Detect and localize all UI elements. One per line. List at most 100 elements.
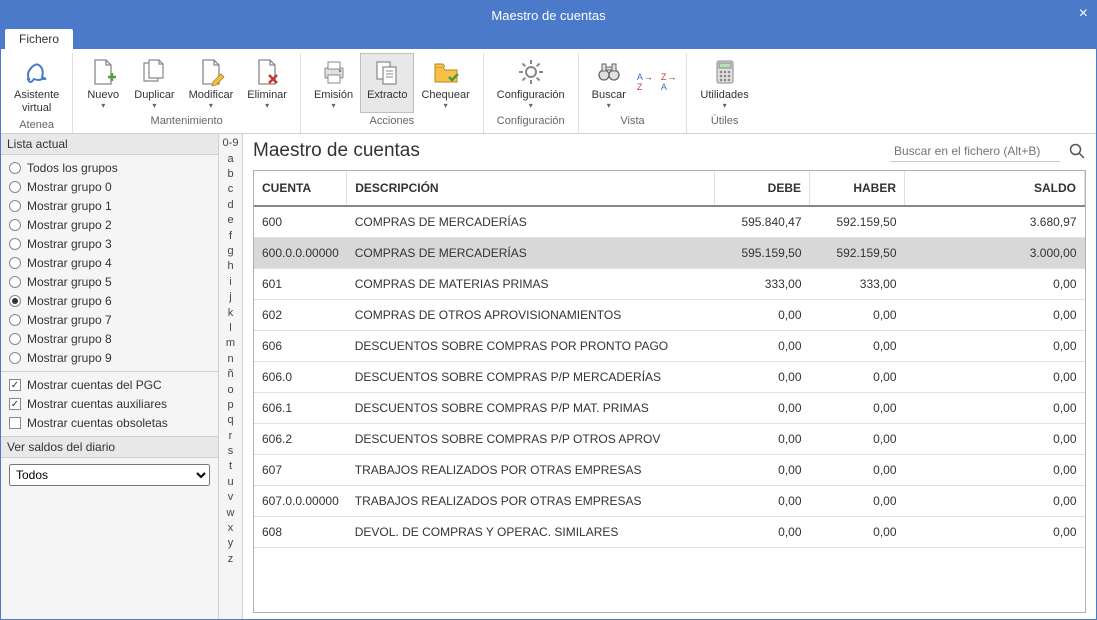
- radio-option[interactable]: Mostrar grupo 8: [9, 332, 210, 346]
- extracto-button[interactable]: Extracto: [360, 53, 414, 113]
- alpha-k[interactable]: k: [228, 306, 234, 321]
- sort-asc-button[interactable]: A→ Z: [633, 53, 657, 113]
- alpha-ñ[interactable]: ñ: [227, 367, 233, 382]
- radio-dot: [9, 219, 21, 231]
- ribbon-group-configuracion: Configuración ▾ Configuración: [484, 53, 579, 133]
- alpha-h[interactable]: h: [227, 259, 233, 274]
- search-input[interactable]: [890, 141, 1060, 162]
- table-row[interactable]: 600.0.0.00000COMPRAS DE MERCADERÍAS595.1…: [254, 238, 1085, 269]
- table-row[interactable]: 606DESCUENTOS SOBRE COMPRAS POR PRONTO P…: [254, 331, 1085, 362]
- cell-cuenta: 606: [254, 331, 347, 362]
- radio-option[interactable]: Mostrar grupo 2: [9, 218, 210, 232]
- alpha-i[interactable]: i: [229, 275, 231, 290]
- chevron-down-icon: ▾: [332, 101, 336, 110]
- alpha-w[interactable]: w: [227, 506, 235, 521]
- asistente-virtual-button[interactable]: Asistentevirtual: [7, 53, 66, 117]
- alpha-v[interactable]: v: [228, 490, 234, 505]
- alpha-c[interactable]: c: [228, 182, 234, 197]
- radio-option[interactable]: Mostrar grupo 5: [9, 275, 210, 289]
- cell-cuenta: 607: [254, 455, 347, 486]
- table-row[interactable]: 602COMPRAS DE OTROS APROVISIONAMIENTOS0,…: [254, 300, 1085, 331]
- emision-button[interactable]: Emisión ▾: [307, 53, 360, 113]
- radio-dot: [9, 257, 21, 269]
- cell-haber: 0,00: [810, 393, 905, 424]
- tab-fichero[interactable]: Fichero: [5, 29, 73, 49]
- sort-desc-button[interactable]: Z→ A: [657, 53, 681, 113]
- alpha-g[interactable]: g: [227, 244, 233, 259]
- buscar-button[interactable]: Buscar ▾: [585, 53, 633, 113]
- cell-desc: DESCUENTOS SOBRE COMPRAS P/P MERCADERÍAS: [347, 362, 715, 393]
- col-saldo[interactable]: SALDO: [905, 171, 1085, 206]
- cell-haber: 333,00: [810, 269, 905, 300]
- ribbon-group-acciones: Emisión ▾ Extracto Chequear ▾ Acciones: [301, 53, 484, 133]
- alpha-x[interactable]: x: [228, 521, 234, 536]
- radio-dot: [9, 238, 21, 250]
- table-row[interactable]: 608DEVOL. DE COMPRAS Y OPERAC. SIMILARES…: [254, 517, 1085, 548]
- ribbon-tabbar: Fichero: [1, 29, 1096, 49]
- radio-option[interactable]: Mostrar grupo 9: [9, 351, 210, 365]
- radio-option[interactable]: Mostrar grupo 3: [9, 237, 210, 251]
- alpha-a[interactable]: a: [227, 152, 233, 167]
- diario-select[interactable]: Todos: [9, 464, 210, 486]
- table-row[interactable]: 601COMPRAS DE MATERIAS PRIMAS333,00333,0…: [254, 269, 1085, 300]
- alpha-u[interactable]: u: [227, 475, 233, 490]
- radio-dot: [9, 295, 21, 307]
- table-row[interactable]: 607TRABAJOS REALIZADOS POR OTRAS EMPRESA…: [254, 455, 1085, 486]
- alpha-0-9[interactable]: 0-9: [223, 136, 239, 151]
- duplicar-button[interactable]: Duplicar ▾: [127, 53, 181, 113]
- eliminar-button[interactable]: Eliminar ▾: [240, 53, 294, 113]
- col-debe[interactable]: DEBE: [715, 171, 810, 206]
- alpha-b[interactable]: b: [227, 167, 233, 182]
- utilidades-button[interactable]: Utilidades ▾: [693, 53, 755, 113]
- main-panel: Maestro de cuentas CUENTA DESCRIPCIÓN DE…: [243, 134, 1096, 619]
- radio-option[interactable]: Mostrar grupo 1: [9, 199, 210, 213]
- radio-option[interactable]: Mostrar grupo 7: [9, 313, 210, 327]
- table-row[interactable]: 606.1DESCUENTOS SOBRE COMPRAS P/P MAT. P…: [254, 393, 1085, 424]
- modificar-button[interactable]: Modificar ▾: [182, 53, 241, 113]
- check-option[interactable]: Mostrar cuentas obsoletas: [9, 416, 210, 430]
- alpha-d[interactable]: d: [227, 198, 233, 213]
- alpha-f[interactable]: f: [229, 229, 232, 244]
- alpha-s[interactable]: s: [228, 444, 234, 459]
- table-row[interactable]: 606.2DESCUENTOS SOBRE COMPRAS P/P OTROS …: [254, 424, 1085, 455]
- radio-option[interactable]: Todos los grupos: [9, 161, 210, 175]
- chequear-button[interactable]: Chequear ▾: [414, 53, 476, 113]
- cell-cuenta: 600.0.0.00000: [254, 238, 347, 269]
- col-descripcion[interactable]: DESCRIPCIÓN: [347, 171, 715, 206]
- alpha-q[interactable]: q: [227, 413, 233, 428]
- radio-option[interactable]: Mostrar grupo 4: [9, 256, 210, 270]
- alpha-l[interactable]: l: [229, 321, 231, 336]
- alpha-e[interactable]: e: [227, 213, 233, 228]
- alpha-z[interactable]: z: [228, 552, 234, 567]
- alpha-r[interactable]: r: [229, 429, 233, 444]
- cell-debe: 0,00: [715, 424, 810, 455]
- check-label: Mostrar cuentas auxiliares: [27, 397, 167, 411]
- table-row[interactable]: 607.0.0.00000TRABAJOS REALIZADOS POR OTR…: [254, 486, 1085, 517]
- alpha-icon: [21, 56, 53, 88]
- check-option[interactable]: ✓Mostrar cuentas auxiliares: [9, 397, 210, 411]
- alpha-n[interactable]: n: [227, 352, 233, 367]
- col-haber[interactable]: HABER: [810, 171, 905, 206]
- alpha-y[interactable]: y: [228, 536, 234, 551]
- sort-desc-icon: Z→: [661, 73, 677, 82]
- alpha-o[interactable]: o: [227, 383, 233, 398]
- alpha-t[interactable]: t: [229, 459, 232, 474]
- configuracion-button[interactable]: Configuración ▾: [490, 53, 572, 113]
- chevron-down-icon: ▾: [101, 101, 105, 110]
- search-icon[interactable]: [1068, 142, 1086, 160]
- table-row[interactable]: 600COMPRAS DE MERCADERÍAS595.840,47592.1…: [254, 206, 1085, 238]
- table-row[interactable]: 606.0DESCUENTOS SOBRE COMPRAS P/P MERCAD…: [254, 362, 1085, 393]
- group-label-atenea: Atenea: [19, 117, 54, 133]
- nuevo-button[interactable]: Nuevo ▾: [79, 53, 127, 113]
- check-option[interactable]: ✓Mostrar cuentas del PGC: [9, 378, 210, 392]
- page-title: Maestro de cuentas: [253, 140, 420, 162]
- alpha-j[interactable]: j: [229, 290, 231, 305]
- alpha-m[interactable]: m: [226, 336, 235, 351]
- radio-option[interactable]: Mostrar grupo 6: [9, 294, 210, 308]
- col-cuenta[interactable]: CUENTA: [254, 171, 347, 206]
- alpha-p[interactable]: p: [227, 398, 233, 413]
- close-button[interactable]: ×: [1079, 5, 1088, 23]
- radio-option[interactable]: Mostrar grupo 0: [9, 180, 210, 194]
- chevron-down-icon: ▾: [444, 101, 448, 110]
- cell-debe: 0,00: [715, 331, 810, 362]
